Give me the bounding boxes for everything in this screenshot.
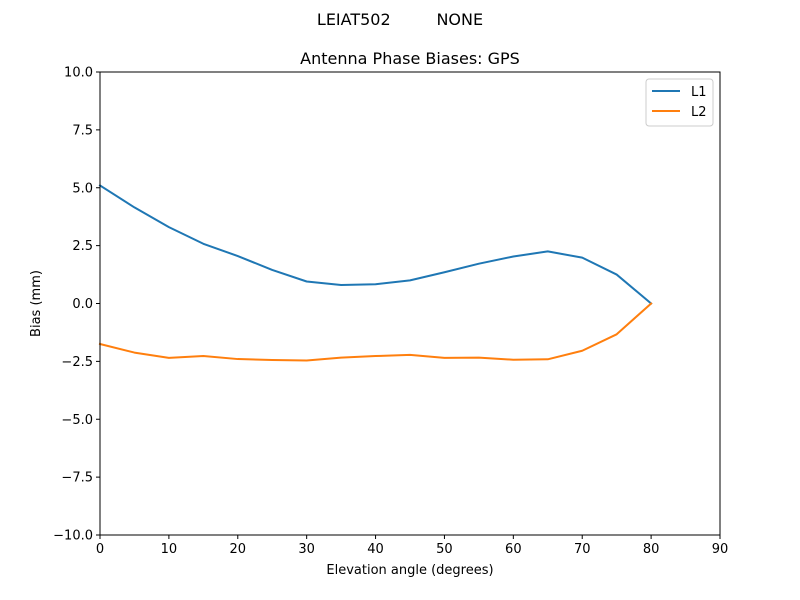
axes-frame xyxy=(99,71,721,536)
y-axis-label: Bias (mm) xyxy=(29,270,44,337)
y-tick-label: −7.5 xyxy=(61,471,93,486)
y-tick-label: 10.0 xyxy=(64,66,93,81)
y-tick-label: 5.0 xyxy=(72,181,93,196)
x-tick-label: 60 xyxy=(505,542,522,557)
x-axis-ticks: 0 10 20 30 40 50 60 70 80 90 xyxy=(96,535,728,557)
x-axis-label: Elevation angle (degrees) xyxy=(326,563,493,578)
x-tick-label: 30 xyxy=(298,542,315,557)
figure-suptitle: LEIAT502 NONE xyxy=(316,10,484,29)
y-tick-label: −5.0 xyxy=(61,413,93,428)
y-tick-label: 7.5 xyxy=(72,123,93,138)
series-layer xyxy=(98,184,653,362)
x-tick-label: 20 xyxy=(230,542,247,557)
x-tick-label: 10 xyxy=(161,542,178,557)
legend-label-l1: L1 xyxy=(691,85,707,100)
y-tick-label: 0.0 xyxy=(72,297,93,312)
y-tick-label: −10.0 xyxy=(53,529,93,544)
plot-area xyxy=(100,72,720,535)
y-tick-label: 2.5 xyxy=(72,239,93,254)
legend-label-l2: L2 xyxy=(691,105,707,120)
x-tick-label: 80 xyxy=(643,542,660,557)
x-tick-label: 90 xyxy=(712,542,729,557)
series-line-l1 xyxy=(98,184,653,305)
series-line-l2 xyxy=(98,302,653,362)
x-tick-label: 70 xyxy=(574,542,591,557)
y-tick-label: −2.5 xyxy=(61,355,93,370)
x-tick-label: 50 xyxy=(436,542,453,557)
chart-title: Antenna Phase Biases: GPS xyxy=(300,49,520,68)
x-tick-label: 0 xyxy=(96,542,104,557)
legend: L1 L2 xyxy=(645,78,714,127)
y-axis-ticks: −10.0 −7.5 −5.0 −2.5 0.0 2.5 5.0 7.5 10.0 xyxy=(53,66,100,544)
x-tick-label: 40 xyxy=(367,542,384,557)
